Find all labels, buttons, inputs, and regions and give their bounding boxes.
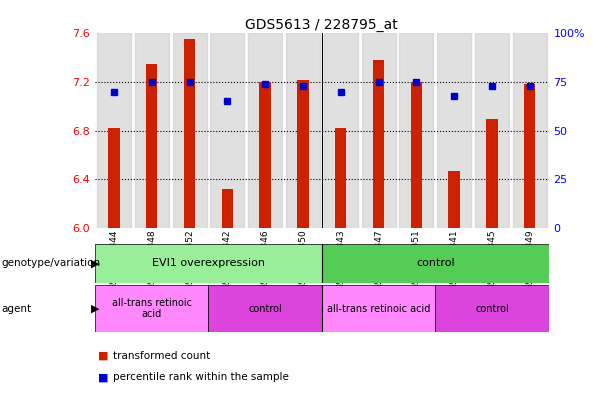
Text: transformed count: transformed count bbox=[113, 351, 211, 361]
Bar bbox=[135, 33, 169, 228]
Bar bbox=[524, 84, 535, 228]
Bar bbox=[172, 33, 207, 228]
Bar bbox=[248, 33, 282, 228]
Text: ■: ■ bbox=[98, 372, 109, 382]
Bar bbox=[449, 171, 460, 228]
Bar bbox=[210, 33, 245, 228]
Text: ▶: ▶ bbox=[91, 303, 99, 314]
Text: genotype/variation: genotype/variation bbox=[1, 258, 101, 268]
Text: agent: agent bbox=[1, 303, 31, 314]
Bar bbox=[322, 244, 549, 283]
Bar bbox=[322, 285, 435, 332]
Bar bbox=[208, 285, 322, 332]
Bar bbox=[109, 128, 120, 228]
Bar bbox=[362, 33, 395, 228]
Text: ■: ■ bbox=[98, 351, 109, 361]
Bar bbox=[512, 33, 547, 228]
Text: percentile rank within the sample: percentile rank within the sample bbox=[113, 372, 289, 382]
Bar bbox=[411, 82, 422, 228]
Bar bbox=[399, 33, 433, 228]
Bar bbox=[475, 33, 509, 228]
Bar bbox=[297, 80, 308, 228]
Bar bbox=[324, 33, 358, 228]
Text: ▶: ▶ bbox=[91, 258, 99, 268]
Text: EVI1 overexpression: EVI1 overexpression bbox=[152, 258, 265, 268]
Bar bbox=[95, 285, 208, 332]
Bar bbox=[486, 119, 498, 228]
Text: control: control bbox=[248, 303, 282, 314]
Text: all-trans retinoic
acid: all-trans retinoic acid bbox=[112, 298, 192, 319]
Bar bbox=[435, 285, 549, 332]
Bar bbox=[146, 64, 158, 228]
Bar bbox=[373, 60, 384, 228]
Bar bbox=[222, 189, 233, 228]
Bar bbox=[286, 33, 320, 228]
Bar bbox=[97, 33, 131, 228]
Bar bbox=[184, 39, 195, 228]
Text: control: control bbox=[475, 303, 509, 314]
Text: all-trans retinoic acid: all-trans retinoic acid bbox=[327, 303, 430, 314]
Bar bbox=[335, 128, 346, 228]
Bar bbox=[259, 82, 271, 228]
Bar bbox=[95, 244, 322, 283]
Bar bbox=[437, 33, 471, 228]
Title: GDS5613 / 228795_at: GDS5613 / 228795_at bbox=[245, 18, 398, 32]
Text: control: control bbox=[416, 258, 455, 268]
